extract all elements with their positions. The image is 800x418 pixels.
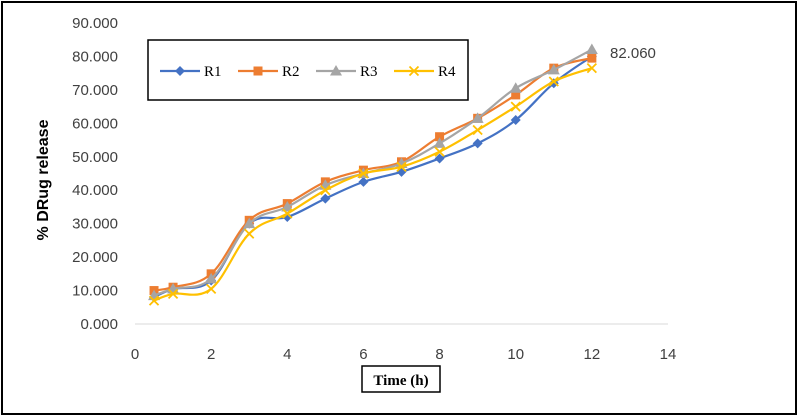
data-point-r4 [510, 101, 521, 112]
x-tick-label: 4 [283, 346, 291, 363]
x-axis-label: Time (h) [373, 373, 428, 389]
data-point-r3 [547, 63, 560, 75]
data-point-r1 [510, 114, 521, 125]
legend-label: R1 [204, 64, 222, 80]
legend-marker [408, 65, 420, 77]
data-point-r4 [148, 295, 160, 306]
y-tick-label: 0.000 [80, 316, 118, 333]
x-tick-label: 14 [660, 346, 677, 363]
y-tick-label: 90.000 [72, 15, 118, 32]
data-point-r4 [206, 283, 217, 295]
y-tick-label: 10.000 [72, 283, 118, 300]
data-point-r1 [320, 193, 331, 204]
legend-entry-r3: R3 [316, 64, 378, 80]
x-axis-ticks: 0 2 4 6 8 10 12 14 [131, 346, 677, 363]
data-label-annotation: 82.060 [610, 45, 656, 62]
legend-label: R3 [360, 64, 378, 80]
legend-entry-r2: R2 [238, 64, 300, 80]
y-axis-label: % DRug release [35, 119, 52, 240]
data-point-r1 [434, 153, 445, 164]
series-layer [148, 43, 598, 306]
y-tick-label: 20.000 [72, 249, 118, 266]
data-point-r2 [435, 132, 445, 142]
data-point-r4 [586, 63, 597, 74]
legend-marker [330, 65, 342, 76]
data-point-r1 [358, 176, 369, 187]
data-point-r3 [281, 200, 294, 212]
series-r4 [148, 63, 597, 306]
x-tick-label: 8 [435, 346, 443, 363]
data-point-r4 [320, 185, 331, 196]
data-point-r4 [472, 124, 483, 136]
data-point-r4 [244, 228, 255, 239]
data-point-r4 [434, 146, 445, 157]
data-point-r2 [587, 53, 597, 63]
legend-entry-r4: R4 [394, 64, 456, 80]
legend-entry-r1: R1 [160, 64, 222, 80]
data-point-r2 [511, 90, 521, 100]
data-point-r3 [585, 43, 598, 55]
data-point-r3 [243, 217, 256, 229]
data-point-r4 [358, 168, 369, 179]
x-tick-label: 6 [359, 346, 367, 363]
data-point-r4 [396, 161, 407, 172]
legend-marker [253, 66, 263, 76]
legend-label: R2 [282, 64, 300, 80]
y-tick-label: 70.000 [72, 82, 118, 99]
data-point-r3 [433, 137, 446, 148]
data-point-r3 [509, 82, 522, 93]
x-axis-label-box [361, 365, 441, 393]
data-point-r3 [471, 112, 484, 123]
data-point-r4 [282, 208, 293, 219]
legend: R1 R2 R3 R4 [147, 39, 469, 101]
data-point-r1 [472, 138, 483, 149]
series-line-r4 [153, 67, 593, 302]
y-tick-label: 30.000 [72, 216, 118, 233]
legend-marker [175, 66, 185, 76]
y-tick-label: 50.000 [72, 149, 118, 166]
legend-label: R4 [438, 64, 456, 80]
x-tick-label: 2 [207, 346, 215, 363]
y-axis-ticks: 0.000 10.000 20.000 30.000 40.000 50.000 60.00… [72, 15, 118, 333]
data-point-r4 [167, 288, 179, 300]
y-tick-label: 40.000 [72, 182, 118, 199]
data-point-r3 [205, 272, 218, 284]
data-point-r4 [548, 76, 559, 87]
y-tick-label: 60.000 [72, 115, 118, 132]
y-tick-label: 80.000 [72, 48, 118, 65]
x-tick-label: 12 [584, 346, 601, 363]
x-tick-label: 10 [507, 346, 524, 363]
x-tick-label: 0 [131, 346, 139, 363]
